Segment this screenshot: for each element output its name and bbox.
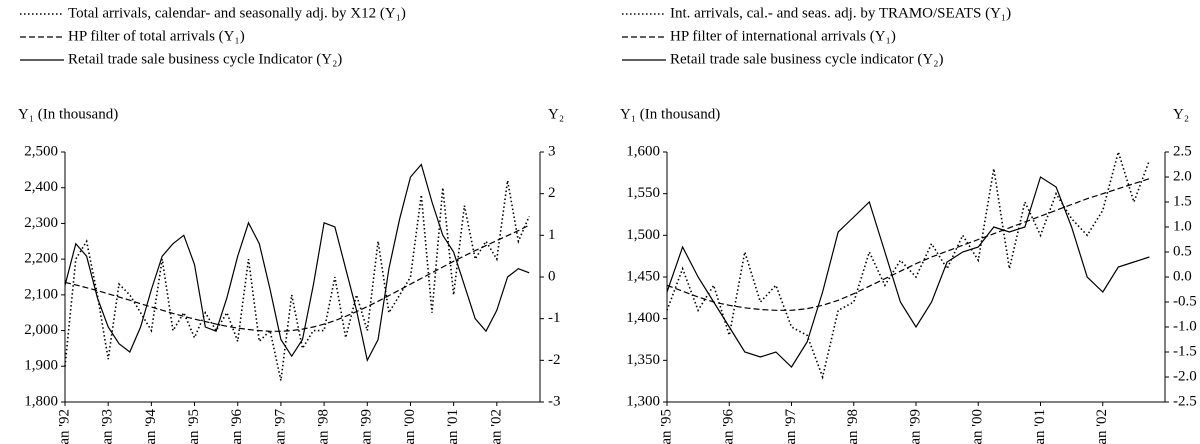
x-tick-label: Jan '97 [272,409,288,444]
y-tick-label: 1,500 [626,227,660,243]
series-line [64,224,530,332]
x-tick-label: Jan '94 [143,409,159,444]
y2-tick-label: 2.0 [1173,168,1192,184]
y-tick-label: 2,100 [24,286,58,302]
legend-label: Total arrivals, calendar- and seasonally… [68,5,406,21]
y2-tick-label: -2.0 [1173,368,1197,384]
x-tick-label: Jan '96 [229,409,245,444]
x-tick-label: Jan '99 [359,409,375,444]
y-axis-title: Y₁ (In thousand) [620,106,720,122]
y-tick-label: 1,800 [24,393,58,409]
x-tick-label: Jan '00 [402,409,418,444]
x-tick-label: Jan '93 [100,409,116,444]
axis-line [64,152,541,403]
series-line [666,149,1151,380]
y2-axis-title: Y₂ [1173,106,1189,122]
y2-tick-label: -0.5 [1173,293,1197,309]
legend-label: HP filter of total arrivals (Y₁) [68,28,245,44]
y2-tick-label: 2 [548,185,556,201]
y-axis-title: Y₁ (In thousand) [18,106,118,122]
series-line [64,163,530,363]
y-tick-label: 1,600 [626,143,660,159]
y2-tick-label: -1.5 [1173,343,1197,359]
y-tick-label: 1,450 [626,268,660,284]
x-tick-label: Jan '98 [845,409,861,444]
y2-tick-label: 0.0 [1173,268,1192,284]
x-tick-label: Jan '00 [970,409,986,444]
y2-tick-label: 0 [548,268,556,284]
series-line [666,178,1150,311]
y-tick-label: 2,400 [24,179,58,195]
y-tick-label: 2,000 [24,322,58,338]
x-tick-label: Jan '92 [56,409,72,444]
y-tick-label: 2,200 [24,251,58,267]
y2-tick-label: 1 [548,227,556,243]
y2-axis-title: Y₂ [548,106,564,122]
y2-tick-label: 1.0 [1173,218,1192,234]
x-tick-label: Jan '95 [658,409,674,444]
x-tick-label: Jan '99 [907,409,923,444]
x-tick-label: Jan '02 [488,409,504,444]
y-tick-label: 1,300 [626,393,660,409]
y-tick-label: 2,300 [24,215,58,231]
y2-tick-label: -2 [548,352,561,368]
y-tick-label: 1,400 [626,310,660,326]
y-tick-label: 2,500 [24,143,58,159]
y2-tick-label: -1.0 [1173,318,1197,334]
y2-tick-label: 3 [548,143,556,159]
x-tick-label: Jan '97 [783,409,799,444]
y2-tick-label: 2.5 [1173,143,1192,159]
x-tick-label: Jan '01 [1032,409,1048,444]
y2-tick-label: -3 [548,393,561,409]
series-line [64,180,530,381]
series-line [666,176,1150,368]
legend-label: Retail trade sale business cycle indicat… [670,51,943,67]
x-tick-label: Jan '95 [186,409,202,444]
x-tick-label: Jan '02 [1094,409,1110,444]
x-tick-label: Jan '98 [316,409,332,444]
legend-label: Retail trade sale business cycle Indicat… [68,51,342,67]
y-tick-label: 1,550 [626,185,660,201]
legend-label: Int. arrivals, cal.- and seas. adj. by T… [670,5,1011,21]
y2-tick-label: -2.5 [1173,393,1197,409]
legend-label: HP filter of international arrivals (Y₁) [670,28,896,44]
y-tick-label: 1,350 [626,352,660,368]
y2-tick-label: 0.5 [1173,243,1192,259]
y2-tick-label: -1 [548,310,561,326]
x-tick-label: Jan '96 [721,409,737,444]
y-tick-label: 1,900 [24,358,58,374]
y2-tick-label: 1.5 [1173,193,1192,209]
x-tick-label: Jan '01 [445,409,461,444]
